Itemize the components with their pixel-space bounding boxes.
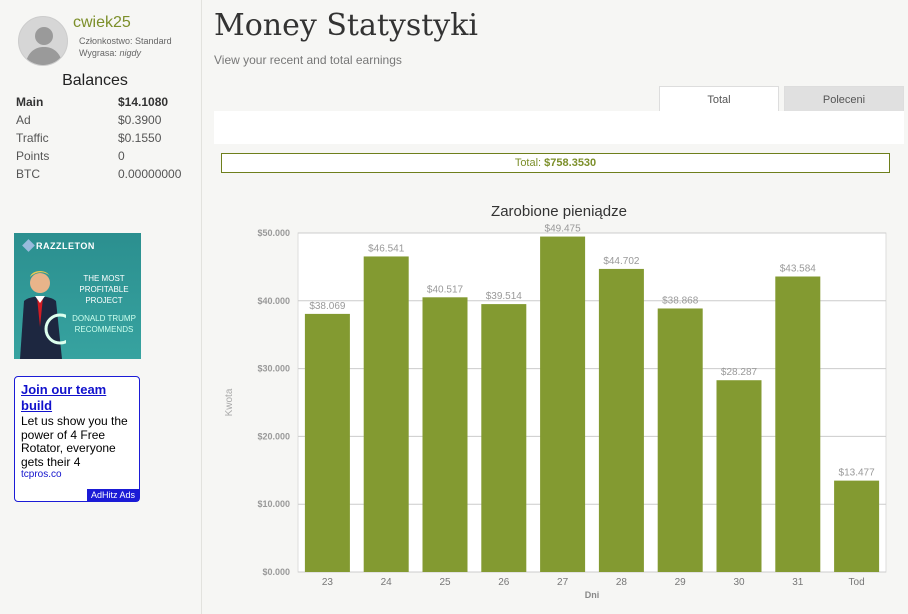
membership-value: Standard (135, 36, 172, 46)
data-label: $43.584 (780, 264, 817, 275)
ad-line-2: DONALD TRUMP RECOMMENDS (72, 314, 136, 334)
person-illustration-icon (20, 271, 66, 359)
brand-logo-icon (22, 239, 35, 252)
page-subtitle: View your recent and total earnings (214, 53, 402, 67)
ad-url[interactable]: tcpros.co (21, 469, 62, 480)
ad-network-badge[interactable]: AdHitz Ads (86, 489, 139, 501)
balance-row-ad: Ad $0.3900 (16, 113, 196, 131)
sidebar: cwiek25 Członkostwo: Standard Wygrasa: n… (0, 0, 202, 614)
x-tick-label: 25 (439, 577, 451, 588)
balances-title: Balances (62, 72, 128, 89)
user-silhouette-icon (25, 27, 63, 65)
earnings-chart: Zarobione pieniądze $0.000 $10.000 $20.000 $… (214, 196, 904, 606)
text-ad[interactable]: Join our team build Let us show you the … (14, 376, 140, 502)
total-label: Total: (514, 157, 542, 169)
bar (657, 308, 703, 572)
balance-value: 0.00000000 (118, 167, 182, 181)
chart-title: Zarobione pieniądze (491, 203, 627, 220)
balance-label: Points (16, 149, 50, 163)
x-tick-label: 29 (675, 577, 687, 588)
bar (304, 313, 350, 572)
data-label: $28.287 (721, 367, 758, 378)
bar (422, 297, 468, 572)
balance-label: Main (16, 95, 44, 109)
data-label: $46.541 (368, 243, 405, 254)
data-label: $38.069 (309, 301, 346, 312)
ad-banner[interactable]: RAZZLETON THE MOST PROFITABLE PROJECT DO… (14, 233, 141, 359)
x-tick-label: Tod (849, 577, 865, 588)
balance-value: $14.1080 (118, 95, 169, 109)
balance-row-points: Points 0 (16, 149, 196, 167)
tab-total[interactable]: Total (659, 86, 779, 112)
bar (716, 380, 762, 572)
ad-headline-link[interactable]: Join our team build (21, 382, 107, 413)
x-tick-label: 31 (792, 577, 804, 588)
total-value: $758.3530 (544, 157, 597, 169)
balance-row-main: Main $14.1080 (16, 95, 196, 113)
x-tick-label: 26 (498, 577, 510, 588)
x-tick-label: 30 (733, 577, 745, 588)
y-tick-label: $10.000 (257, 499, 290, 509)
bar (363, 256, 409, 572)
membership-label: Członkostwo: (79, 36, 133, 46)
data-label: $13.477 (839, 468, 876, 479)
expires-value: nigdy (119, 48, 141, 58)
x-tick-label: 27 (557, 577, 569, 588)
bar (481, 304, 527, 572)
balance-row-traffic: Traffic $0.1550 (16, 131, 196, 149)
membership-line: Członkostwo: Standard (79, 36, 172, 46)
x-axis-label: Dni (585, 590, 600, 600)
balance-value: 0 (118, 149, 125, 163)
balance-label: BTC (16, 167, 40, 181)
y-tick-label: $20.000 (257, 431, 290, 441)
bar (598, 268, 644, 572)
data-label: $40.517 (427, 284, 464, 295)
x-tick-label: 23 (322, 577, 334, 588)
ad-line-1: THE MOST PROFITABLE PROJECT (79, 274, 129, 305)
bar (540, 236, 586, 572)
balance-value: $0.3900 (118, 113, 162, 127)
bar (834, 480, 880, 572)
data-label: $44.702 (603, 256, 640, 267)
y-tick-label: $40.000 (257, 296, 290, 306)
ad-brand: RAZZLETON (36, 241, 95, 251)
data-label: $49.475 (545, 224, 582, 235)
y-axis-label: Kwota (224, 388, 235, 416)
avatar[interactable] (18, 16, 68, 66)
tab-poleceni[interactable]: Poleceni (784, 86, 904, 112)
ad-body: Let us show you the power of 4 Free Rota… (21, 414, 128, 469)
x-tick-label: 24 (381, 577, 393, 588)
y-tick-label: $30.000 (257, 364, 290, 374)
balance-row-btc: BTC 0.00000000 (16, 167, 196, 185)
balance-label: Ad (16, 113, 31, 127)
balance-value: $0.1550 (118, 131, 162, 145)
expires-line: Wygrasa: nigdy (79, 48, 141, 58)
balance-label: Traffic (16, 131, 49, 145)
username[interactable]: cwiek25 (73, 14, 131, 31)
expires-label: Wygrasa: (79, 48, 117, 58)
x-tick-label: 28 (616, 577, 628, 588)
tab-panel (214, 111, 904, 144)
data-label: $39.514 (486, 291, 523, 302)
page-title: Money Statystyki (214, 8, 479, 43)
y-tick-label: $50.000 (257, 228, 290, 238)
y-tick-label: $0.000 (262, 567, 290, 577)
data-label: $38.868 (662, 295, 699, 306)
total-summary: Total: $758.3530 (221, 153, 890, 173)
chart-svg: Zarobione pieniądze $0.000 $10.000 $20.000 $… (224, 203, 887, 600)
bar (775, 276, 821, 572)
